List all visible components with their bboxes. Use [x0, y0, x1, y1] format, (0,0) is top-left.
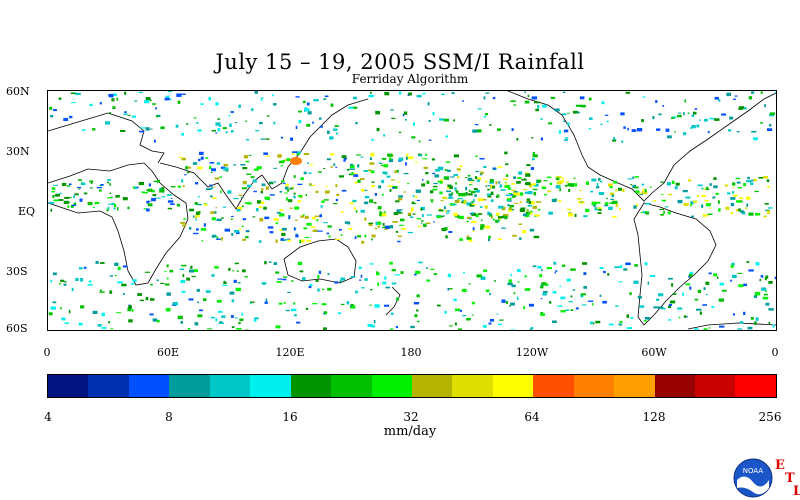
unit-label: mm/day	[383, 424, 437, 439]
lat-label-30n: 30N	[6, 145, 30, 158]
lon-label-0-left: 0	[43, 346, 51, 359]
color-scale-cell-4	[209, 375, 251, 397]
color-scale-cell-0	[48, 375, 89, 397]
color-scale-cell-9	[411, 375, 453, 397]
etl-letter-l: L	[793, 484, 800, 499]
scale-label-256: 256	[758, 410, 782, 424]
color-scale-cell-15	[654, 375, 695, 397]
lat-label-60n: 60N	[6, 85, 30, 98]
map-title: July 15 – 19, 2005 SSM/I Rainfall	[215, 50, 585, 74]
color-scale-cell-17	[735, 375, 776, 397]
rainfall-patches	[48, 91, 776, 330]
color-scale-cell-3	[169, 375, 210, 397]
map-subtitle: Ferriday Algorithm	[351, 72, 469, 86]
scale-label-16: 16	[282, 410, 298, 424]
color-scale-cell-1	[88, 375, 129, 397]
etl-letter-e: E	[775, 458, 785, 473]
heavy-rain-spot	[290, 157, 302, 165]
color-scale-cell-6	[290, 375, 332, 397]
rainfall-map-graphic	[48, 91, 776, 330]
color-scale-bar	[47, 374, 777, 398]
lat-label-30s: 30S	[6, 265, 28, 278]
color-scale-cell-2	[128, 375, 170, 397]
lon-label-0-right: 0	[771, 346, 779, 359]
lon-label-180: 180	[400, 346, 422, 359]
color-scale-cell-8	[371, 375, 412, 397]
lat-label-60s: 60S	[6, 322, 28, 335]
etl-letter-t: T	[785, 471, 795, 486]
scale-label-8: 8	[165, 410, 173, 424]
color-scale-cell-14	[614, 375, 655, 397]
color-scale-cell-5	[250, 375, 291, 397]
svg-text:NOAA: NOAA	[743, 467, 764, 475]
rainfall-map	[47, 90, 777, 331]
lon-label-60e: 60E	[156, 346, 180, 359]
lon-label-120e: 120E	[275, 346, 305, 359]
scale-label-32: 32	[403, 410, 419, 424]
color-scale-cell-7	[331, 375, 372, 397]
lon-label-60w: 60W	[641, 346, 667, 359]
color-scale-cell-11	[492, 375, 534, 397]
color-scale-cell-12	[533, 375, 574, 397]
scale-label-4: 4	[44, 410, 52, 424]
color-scale-cell-13	[573, 375, 615, 397]
coastlines	[48, 91, 776, 330]
color-scale-cell-16	[695, 375, 736, 397]
lat-label-eq: EQ	[18, 205, 36, 218]
color-scale-cell-10	[452, 375, 493, 397]
scale-label-128: 128	[642, 410, 666, 424]
noaa-logo: NOAA	[733, 458, 773, 498]
lon-label-120w: 120W	[515, 346, 549, 359]
scale-label-64: 64	[524, 410, 540, 424]
